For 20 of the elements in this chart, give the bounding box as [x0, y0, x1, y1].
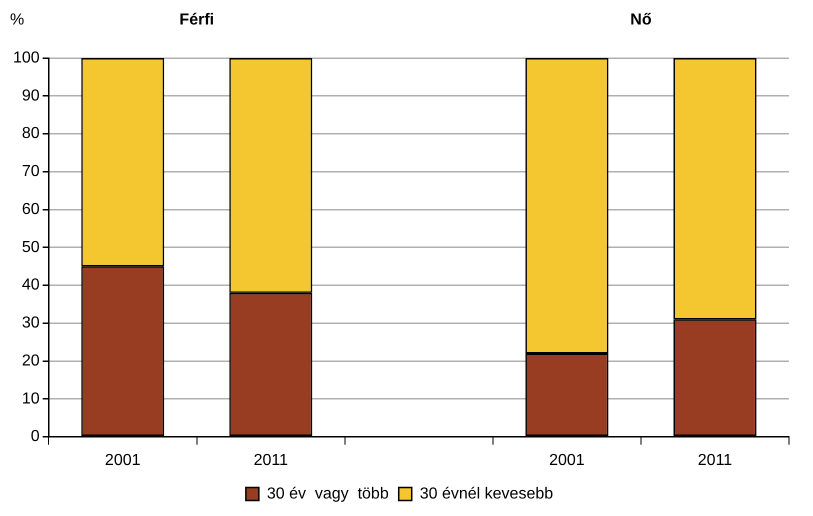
- x-tick-label: 2011: [254, 452, 288, 469]
- x-tick-label: 2011: [698, 452, 732, 469]
- text: Nő: [630, 11, 652, 28]
- legend-label: 30 évnél kevesebb: [420, 485, 554, 502]
- y-axis-title: %: [10, 11, 24, 28]
- y-tick-label: 90: [22, 87, 40, 104]
- y-tick-label: 20: [22, 352, 40, 370]
- y-tick-label: 0: [30, 428, 40, 446]
- legend-label: 30 év vagy több: [266, 485, 389, 502]
- y-tick-label: 60: [22, 200, 40, 218]
- y-tick-label: 30: [22, 314, 40, 332]
- y-tick-label: 40: [22, 276, 40, 294]
- y-tick-label: 80: [22, 125, 40, 142]
- y-tick-label: 70: [22, 163, 40, 180]
- y-tick-label: 50: [22, 238, 40, 256]
- x-tick-label: 2001: [104, 452, 141, 469]
- x-tick-label: 2001: [549, 452, 585, 469]
- text: Férfi: [179, 11, 214, 28]
- y-tick-label: 100: [12, 49, 40, 66]
- y-tick-label: 10: [22, 390, 40, 408]
